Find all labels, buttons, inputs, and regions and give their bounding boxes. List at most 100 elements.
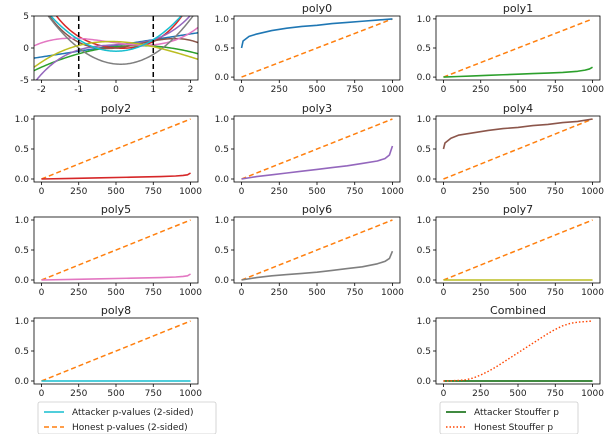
honest-line-poly7	[443, 219, 593, 281]
x-tick-label: 0	[39, 389, 45, 399]
x-tick-label: 250	[472, 187, 489, 197]
honest-line-poly6	[241, 219, 393, 281]
y-tick-label: 1.0	[215, 15, 230, 25]
y-tick-label: 0.0	[417, 377, 432, 387]
legend-attacker-honest-pvalues: Attacker p-values (2-sided) Honest p-valu…	[37, 401, 217, 434]
y-tick-label: 0.0	[15, 276, 30, 286]
plot-area-poly2	[41, 118, 191, 180]
x-tick-label: 1000	[581, 187, 604, 197]
x-tick-label: 1000	[179, 288, 202, 298]
title-poly2: poly2	[101, 102, 131, 115]
x-tick-label: 750	[145, 389, 162, 399]
y-tick-label: 1.0	[215, 216, 230, 226]
x-tick-label: 0	[441, 187, 447, 197]
x-tick-label: 250	[472, 85, 489, 95]
x-tick-label: 250	[271, 187, 288, 197]
function-line-7	[34, 40, 198, 68]
x-tick-label: 0	[39, 288, 45, 298]
plot-area-poly1	[443, 18, 593, 78]
y-tick-label: 0.0	[417, 175, 432, 185]
x-tick-label: 750	[346, 85, 363, 95]
attacker-line-poly0	[240, 18, 393, 49]
y-tick-label: 0.5	[417, 145, 431, 155]
panel-poly0: 0 250 500 750 1000 0.0 0.5 1.0 poly0	[215, 2, 405, 95]
x-tick-label: 750	[346, 187, 363, 197]
title-poly1: poly1	[503, 2, 533, 15]
y-tick-label: 0.0	[215, 175, 230, 185]
x-tick-label: 250	[70, 187, 87, 197]
x-tick-label: 750	[346, 288, 363, 298]
x-tick-label: 250	[70, 389, 87, 399]
attacker-line-poly3	[241, 145, 394, 180]
x-tick-label: 500	[509, 187, 526, 197]
title-poly0: poly0	[302, 2, 332, 15]
x-tick-label: -1	[74, 85, 83, 95]
title-poly8: poly8	[101, 304, 131, 317]
legend-frame	[37, 401, 217, 434]
function-line-1	[34, 44, 198, 72]
y-tick-label: 0.5	[417, 44, 431, 54]
plot-area-poly8	[41, 320, 191, 382]
x-tick-label: 0	[441, 389, 447, 399]
x-tick-label: 750	[547, 288, 564, 298]
x-tick-label: 500	[509, 288, 526, 298]
honest-stouffer-line	[443, 320, 593, 382]
y-tick-label: 1.0	[215, 115, 230, 125]
x-tick-label: 500	[509, 389, 526, 399]
plot-area-poly5	[41, 219, 191, 281]
x-tick-label: 500	[308, 187, 325, 197]
y-tick-label: 0	[23, 44, 29, 54]
x-tick-label: 750	[547, 85, 564, 95]
x-tick-label: 1000	[179, 389, 202, 399]
plot-area-poly0	[240, 18, 393, 78]
panel-poly4: 0 250 500 750 1000 0.0 0.5 1.0 poly4	[417, 102, 605, 197]
y-tick-label: 0.5	[215, 145, 229, 155]
x-tick-label: 250	[472, 389, 489, 399]
y-tick-label: 0.0	[215, 73, 230, 83]
x-tick-label: 500	[509, 85, 526, 95]
x-tick-label: 500	[308, 288, 325, 298]
attacker-line-poly5	[41, 273, 191, 281]
honest-line-poly1	[443, 18, 593, 78]
y-tick-label: 1.0	[15, 216, 30, 226]
legend-label: Attacker p-values (2-sided)	[72, 408, 194, 418]
x-tick-label: 750	[547, 389, 564, 399]
panel-combined: 0 250 500 750 1000 0.0 0.5 1.0 Combined	[417, 304, 605, 399]
function-line-6	[47, 16, 194, 65]
function-line-8	[49, 16, 183, 52]
y-tick-label: 1.0	[417, 115, 432, 125]
y-tick-label: 0.5	[15, 246, 29, 256]
attacker-line-poly1	[443, 66, 593, 78]
y-tick-label: 0.0	[417, 73, 432, 83]
y-tick-label: -5	[20, 76, 29, 86]
x-tick-label: 0	[239, 288, 245, 298]
plot-area-poly4	[442, 118, 593, 180]
title-poly5: poly5	[101, 203, 131, 216]
y-tick-label: 0.0	[15, 377, 30, 387]
x-tick-label: 1000	[581, 389, 604, 399]
panel-poly8: 0 250 500 750 1000 0.0 0.5 1.0 poly8	[15, 304, 203, 399]
x-tick-label: -2	[37, 85, 46, 95]
honest-line-poly3	[241, 118, 393, 180]
y-tick-label: 1.0	[417, 317, 432, 327]
title-combined: Combined	[490, 304, 546, 317]
y-tick-label: 0.5	[215, 246, 229, 256]
x-tick-label: 750	[145, 288, 162, 298]
attacker-line-poly4	[442, 118, 593, 150]
plot-area-combined	[443, 320, 593, 382]
y-tick-label: 0.5	[15, 145, 29, 155]
y-tick-label: 1.0	[417, 15, 432, 25]
honest-line-poly5	[41, 219, 191, 281]
legend-label: Attacker Stouffer p	[474, 408, 559, 418]
honest-line-poly2	[41, 118, 191, 180]
x-tick-label: 500	[107, 187, 124, 197]
y-tick-label: 1.0	[417, 216, 432, 226]
x-tick-label: 250	[70, 288, 87, 298]
panel-functions: -2 -1 0 1 2 -5 0 5	[20, 12, 199, 95]
x-tick-label: 500	[107, 389, 124, 399]
y-tick-label: 0.5	[417, 347, 431, 357]
y-tick-label: 0.5	[15, 347, 29, 357]
x-tick-label: 750	[145, 187, 162, 197]
